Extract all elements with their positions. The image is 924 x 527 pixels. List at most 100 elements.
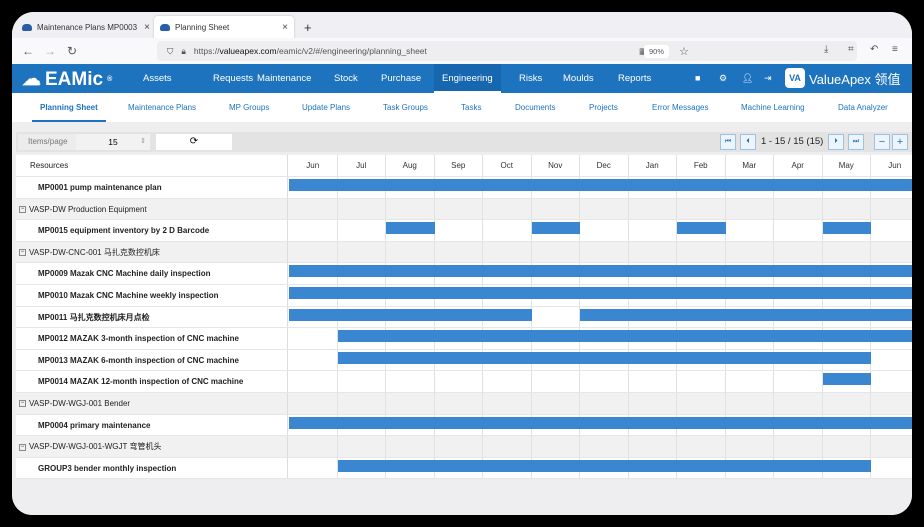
- schedule-bar[interactable]: [289, 179, 338, 191]
- undo-icon[interactable]: ↶: [870, 44, 879, 55]
- url-field[interactable]: ⛉ 🔒︎ https://valueapex.com/eamic/v2/#/eng…: [157, 41, 857, 61]
- schedule-bar[interactable]: [434, 351, 483, 364]
- month-cell[interactable]: [289, 220, 338, 241]
- schedule-bar[interactable]: [822, 179, 871, 191]
- schedule-bar[interactable]: [725, 179, 774, 191]
- schedule-bar[interactable]: [337, 286, 386, 299]
- schedule-bar[interactable]: [386, 222, 435, 235]
- zoom-level[interactable]: 90%: [643, 44, 669, 58]
- month-cell[interactable]: [726, 436, 774, 457]
- schedule-bar[interactable]: [725, 459, 774, 472]
- plan-label[interactable]: MP0004 primary maintenance: [16, 414, 288, 436]
- schedule-bar[interactable]: [483, 330, 532, 343]
- month-cell[interactable]: [435, 198, 483, 220]
- collapse-icon[interactable]: −: [19, 249, 26, 257]
- plan-label[interactable]: GROUP3 bender monthly inspection: [16, 457, 288, 479]
- schedule-bar[interactable]: [580, 459, 629, 472]
- bookmark-star-icon[interactable]: ☆: [679, 45, 689, 58]
- month-cell[interactable]: [629, 198, 677, 220]
- month-cell[interactable]: [871, 350, 912, 371]
- month-cell[interactable]: [629, 220, 677, 241]
- month-cell[interactable]: [338, 371, 386, 392]
- subnav-planning-sheet[interactable]: Planning Sheet: [32, 93, 106, 122]
- month-cell[interactable]: [338, 241, 386, 263]
- schedule-bar[interactable]: [725, 416, 774, 429]
- schedule-bar[interactable]: [483, 265, 532, 278]
- month-cell[interactable]: [386, 241, 435, 263]
- nav-requests[interactable]: Requests: [213, 73, 254, 84]
- month-cell[interactable]: [289, 328, 338, 349]
- schedule-bar[interactable]: [580, 308, 629, 321]
- month-cell[interactable]: [580, 436, 629, 457]
- month-cell[interactable]: [386, 436, 435, 457]
- schedule-bar[interactable]: [677, 286, 726, 299]
- schedule-bar[interactable]: [531, 286, 580, 299]
- month-cell[interactable]: [629, 371, 677, 392]
- schedule-bar[interactable]: [483, 351, 532, 364]
- month-cell[interactable]: [483, 371, 532, 392]
- schedule-bar[interactable]: [386, 179, 435, 191]
- schedule-bar[interactable]: [386, 459, 435, 472]
- schedule-bar[interactable]: [725, 286, 774, 299]
- schedule-bar[interactable]: [822, 330, 871, 343]
- month-cell[interactable]: [435, 436, 483, 457]
- schedule-bar[interactable]: [434, 416, 483, 429]
- schedule-bar[interactable]: [725, 330, 774, 343]
- month-cell[interactable]: [823, 241, 871, 263]
- month-cell[interactable]: [871, 220, 912, 241]
- month-cell[interactable]: [532, 198, 580, 220]
- subnav-task-groups[interactable]: Task Groups: [383, 103, 428, 112]
- nav-assets[interactable]: Assets: [143, 73, 172, 84]
- schedule-bar[interactable]: [822, 265, 871, 278]
- month-cell[interactable]: [532, 306, 580, 328]
- schedule-bar[interactable]: [677, 459, 726, 472]
- schedule-bar[interactable]: [337, 179, 386, 191]
- subnav-update-plans[interactable]: Update Plans: [302, 103, 351, 112]
- nav-moulds[interactable]: Moulds: [563, 73, 594, 84]
- subnav-error-messages[interactable]: Error Messages: [652, 103, 709, 112]
- schedule-bar[interactable]: [628, 286, 677, 299]
- plan-label[interactable]: MP0015 equipment inventory by 2 D Barcod…: [16, 220, 288, 241]
- schedule-bar[interactable]: [822, 459, 871, 472]
- month-cell[interactable]: [532, 436, 580, 457]
- schedule-bar[interactable]: [774, 308, 823, 321]
- month-cell[interactable]: [338, 220, 386, 241]
- plan-label[interactable]: MP0001 pump maintenance plan: [16, 177, 288, 198]
- schedule-bar[interactable]: [822, 308, 871, 321]
- schedule-bar[interactable]: [386, 330, 435, 343]
- month-cell[interactable]: [483, 220, 532, 241]
- schedule-bar[interactable]: [822, 286, 871, 299]
- zoom-in-button[interactable]: +: [892, 134, 908, 150]
- month-cell[interactable]: [435, 392, 483, 414]
- schedule-bar[interactable]: [386, 265, 435, 278]
- zoom-out-button[interactable]: −: [874, 134, 890, 150]
- schedule-bar[interactable]: [677, 179, 726, 191]
- schedule-bar[interactable]: [774, 265, 823, 278]
- schedule-bar[interactable]: [628, 265, 677, 278]
- schedule-bar[interactable]: [434, 286, 483, 299]
- schedule-bar[interactable]: [531, 179, 580, 191]
- schedule-bar[interactable]: [774, 330, 823, 343]
- month-cell[interactable]: [774, 371, 823, 392]
- schedule-bar[interactable]: [434, 265, 483, 278]
- month-cell[interactable]: [726, 392, 774, 414]
- month-cell[interactable]: [629, 241, 677, 263]
- reload-icon[interactable]: ↻: [67, 44, 78, 58]
- subnav-documents[interactable]: Documents: [515, 103, 556, 112]
- schedule-bar[interactable]: [871, 330, 912, 343]
- month-cell[interactable]: [289, 392, 338, 414]
- schedule-bar[interactable]: [386, 351, 435, 364]
- nav-reports[interactable]: Reports: [618, 73, 652, 84]
- month-cell[interactable]: [483, 198, 532, 220]
- schedule-bar[interactable]: [386, 286, 435, 299]
- month-cell[interactable]: [386, 392, 435, 414]
- schedule-bar[interactable]: [677, 416, 726, 429]
- tab-planning-sheet[interactable]: Planning Sheet ×: [154, 16, 294, 38]
- schedule-bar[interactable]: [580, 265, 629, 278]
- month-cell[interactable]: [289, 349, 338, 371]
- month-cell[interactable]: [289, 457, 338, 479]
- schedule-bar[interactable]: [871, 308, 912, 321]
- month-cell[interactable]: [774, 436, 823, 457]
- month-cell[interactable]: [483, 436, 532, 457]
- logout-icon[interactable]: ⇥: [764, 73, 772, 83]
